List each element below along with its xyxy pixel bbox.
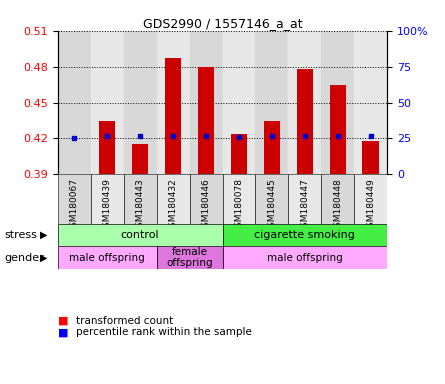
Text: GSM180443: GSM180443	[136, 178, 145, 233]
Bar	[190, 174, 222, 223]
Bar	[231, 134, 247, 174]
Bar	[91, 31, 124, 174]
Bar	[165, 58, 182, 174]
Text: percentile rank within the sample: percentile rank within the sample	[76, 327, 251, 337]
Text: GSM180446: GSM180446	[202, 178, 210, 233]
Bar	[222, 246, 387, 269]
Text: stress: stress	[4, 230, 37, 240]
Text: GSM180445: GSM180445	[267, 178, 276, 233]
Bar	[354, 174, 387, 223]
Bar	[296, 69, 313, 174]
Bar	[157, 246, 222, 269]
Text: GSM180432: GSM180432	[169, 178, 178, 233]
Bar	[58, 246, 157, 269]
Text: female
offspring: female offspring	[166, 247, 213, 268]
Bar	[321, 174, 354, 223]
Bar	[190, 31, 222, 174]
Text: gender: gender	[4, 253, 44, 263]
Text: transformed count: transformed count	[76, 316, 173, 326]
Text: GSM180448: GSM180448	[333, 178, 342, 233]
Bar	[330, 84, 346, 174]
Bar	[288, 31, 321, 174]
Text: GSM180447: GSM180447	[300, 178, 309, 233]
Bar	[124, 31, 157, 174]
Text: ■: ■	[58, 327, 69, 337]
Bar	[198, 67, 214, 174]
Bar	[264, 121, 280, 174]
Bar	[91, 174, 124, 223]
Bar	[222, 174, 255, 223]
Text: GSM180449: GSM180449	[366, 178, 375, 233]
Text: control: control	[121, 230, 159, 240]
Text: ▶: ▶	[40, 253, 48, 263]
Text: cigarette smoking: cigarette smoking	[255, 230, 355, 240]
Bar	[288, 174, 321, 223]
Bar	[362, 141, 379, 174]
Bar	[222, 223, 387, 246]
Bar	[157, 174, 190, 223]
Text: GSM180067: GSM180067	[70, 178, 79, 233]
Bar	[255, 174, 288, 223]
Text: ■: ■	[58, 316, 69, 326]
Bar	[157, 31, 190, 174]
Bar	[124, 174, 157, 223]
Bar	[99, 121, 116, 174]
Bar	[132, 144, 149, 174]
Text: GSM180078: GSM180078	[235, 178, 243, 233]
Text: male offspring: male offspring	[267, 253, 343, 263]
Text: GSM180439: GSM180439	[103, 178, 112, 233]
Bar	[58, 223, 222, 246]
Bar	[222, 31, 255, 174]
Bar	[58, 174, 91, 223]
Bar	[58, 31, 91, 174]
Text: male offspring: male offspring	[69, 253, 145, 263]
Text: ▶: ▶	[40, 230, 48, 240]
Bar	[321, 31, 354, 174]
Bar	[255, 31, 288, 174]
Bar	[354, 31, 387, 174]
Title: GDS2990 / 1557146_a_at: GDS2990 / 1557146_a_at	[143, 17, 302, 30]
